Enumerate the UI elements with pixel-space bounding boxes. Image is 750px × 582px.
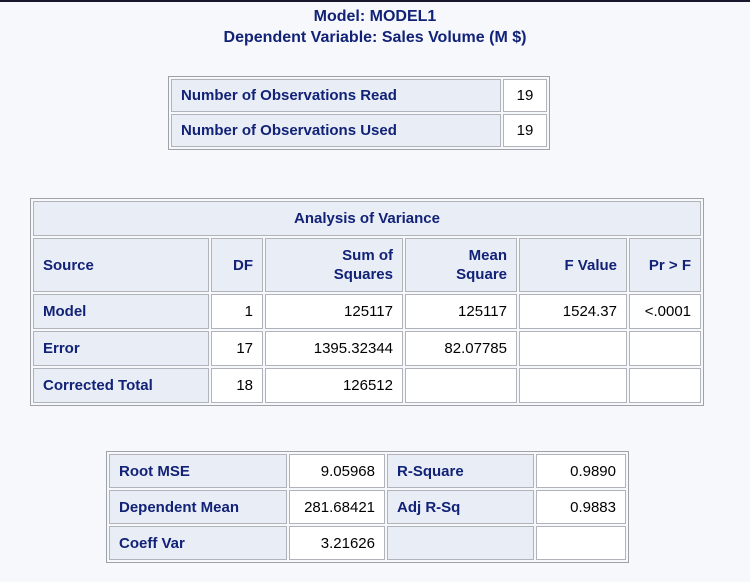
anova-header-df: DF	[211, 238, 263, 292]
fit-stat-row: Dependent Mean 281.68421 Adj R-Sq 0.9883	[109, 490, 626, 524]
anova-table: Analysis of Variance Source DF Sum of Sq…	[30, 198, 704, 406]
anova-table-title: Analysis of Variance	[33, 201, 701, 236]
anova-header-mean-square: Mean Square	[405, 238, 517, 292]
anova-sum-of-squares-cell: 126512	[265, 368, 403, 403]
fit-stat-label-cell: Coeff Var	[109, 526, 287, 560]
anova-header-row: Source DF Sum of Squares Mean Square F V…	[33, 238, 701, 292]
report-title-dependent-variable: Dependent Variable: Sales Volume (M $)	[0, 27, 750, 48]
anova-source-cell: Corrected Total	[33, 368, 209, 403]
anova-mean-square-cell: 82.07785	[405, 331, 517, 366]
anova-df-cell: 18	[211, 368, 263, 403]
anova-mean-square-cell: 125117	[405, 294, 517, 329]
anova-pr-f-cell	[629, 331, 701, 366]
fit-stat-value-cell	[536, 526, 626, 560]
fit-stat-label-cell: Dependent Mean	[109, 490, 287, 524]
observations-table: Number of Observations Read 19 Number of…	[168, 76, 550, 150]
observations-value-cell: 19	[503, 114, 547, 147]
fit-stat-value-cell: 0.9883	[536, 490, 626, 524]
observations-label-cell: Number of Observations Read	[171, 79, 501, 112]
fit-statistics-table: Root MSE 9.05968 R-Square 0.9890 Depende…	[106, 451, 629, 563]
anova-df-cell: 1	[211, 294, 263, 329]
top-edge-line	[0, 0, 750, 2]
fit-stat-row: Coeff Var 3.21626	[109, 526, 626, 560]
anova-row-error: Error 17 1395.32344 82.07785	[33, 331, 701, 366]
anova-f-value-cell	[519, 368, 627, 403]
observations-label-cell: Number of Observations Used	[171, 114, 501, 147]
anova-pr-f-cell: <.0001	[629, 294, 701, 329]
anova-f-value-cell: 1524.37	[519, 294, 627, 329]
observations-row: Number of Observations Used 19	[171, 114, 547, 147]
anova-mean-square-cell	[405, 368, 517, 403]
report-title: Model: MODEL1 Dependent Variable: Sales …	[0, 6, 750, 48]
report-title-model: Model: MODEL1	[0, 6, 750, 27]
fit-stat-label-cell	[387, 526, 534, 560]
anova-f-value-cell	[519, 331, 627, 366]
anova-source-cell: Model	[33, 294, 209, 329]
fit-stat-value-cell: 9.05968	[289, 454, 385, 488]
anova-header-pr-f: Pr > F	[629, 238, 701, 292]
anova-sum-of-squares-cell: 125117	[265, 294, 403, 329]
anova-header-sum-of-squares: Sum of Squares	[265, 238, 403, 292]
fit-stat-value-cell: 0.9890	[536, 454, 626, 488]
anova-df-cell: 17	[211, 331, 263, 366]
anova-pr-f-cell	[629, 368, 701, 403]
anova-source-cell: Error	[33, 331, 209, 366]
anova-title-row: Analysis of Variance	[33, 201, 701, 236]
anova-row-model: Model 1 125117 125117 1524.37 <.0001	[33, 294, 701, 329]
fit-stat-row: Root MSE 9.05968 R-Square 0.9890	[109, 454, 626, 488]
anova-header-f-value: F Value	[519, 238, 627, 292]
fit-stat-label-cell: R-Square	[387, 454, 534, 488]
fit-stat-label-cell: Adj R-Sq	[387, 490, 534, 524]
fit-stat-value-cell: 281.68421	[289, 490, 385, 524]
observations-value-cell: 19	[503, 79, 547, 112]
anova-header-source: Source	[33, 238, 209, 292]
observations-row: Number of Observations Read 19	[171, 79, 547, 112]
fit-stat-label-cell: Root MSE	[109, 454, 287, 488]
anova-row-corrected-total: Corrected Total 18 126512	[33, 368, 701, 403]
anova-sum-of-squares-cell: 1395.32344	[265, 331, 403, 366]
fit-stat-value-cell: 3.21626	[289, 526, 385, 560]
